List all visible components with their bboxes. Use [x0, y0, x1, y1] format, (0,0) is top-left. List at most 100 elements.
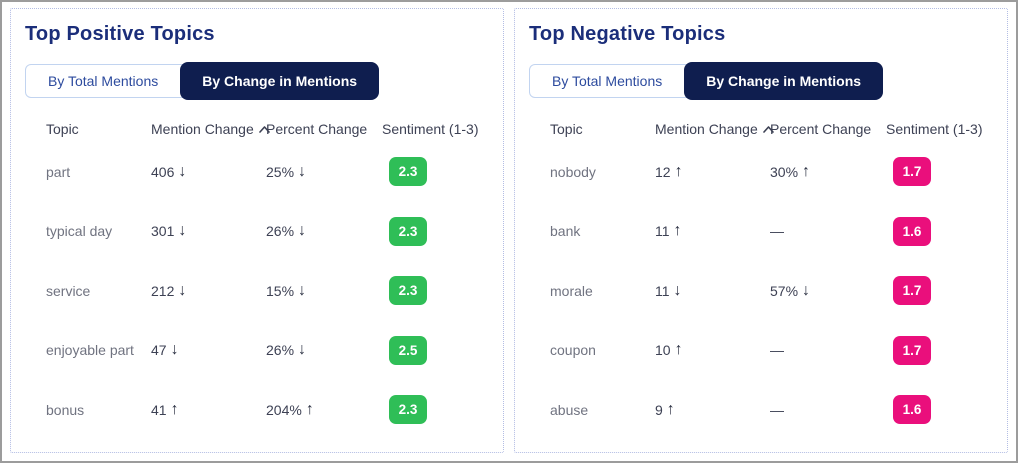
arrow-up-icon: ↑ [305, 400, 314, 418]
mention-change-cell: 41 ↑ [151, 400, 179, 418]
sentiment-cell: 1.7 [886, 335, 983, 365]
arrow-down-icon: ↓ [178, 281, 187, 299]
arrow-up-icon: ↑ [673, 222, 682, 240]
table-header-row: Topic Mention Change Percent Change Sent… [46, 116, 479, 142]
topic-cell: typical day [46, 223, 113, 240]
column-header-topic: Topic [550, 121, 583, 137]
arrow-up-icon: ↑ [674, 162, 683, 180]
percent-change-cell: — [770, 401, 784, 418]
mentions-tab-group: By Total Mentions By Change in Mentions [25, 62, 380, 100]
topic-cell: nobody [550, 163, 596, 180]
table-row: part 406 ↓ 25% ↓ 2.3 [46, 142, 479, 202]
column-header-mention-change[interactable]: Mention Change [655, 120, 774, 138]
sentiment-badge: 1.6 [893, 395, 931, 425]
column-header-sentiment: Sentiment (1-3) [886, 121, 983, 137]
sentiment-badge: 1.7 [893, 335, 931, 365]
arrow-down-icon: ↓ [673, 281, 682, 299]
percent-change-cell: 15% ↓ [266, 281, 307, 299]
arrow-down-icon: ↓ [298, 162, 307, 180]
sentiment-cell: 1.7 [886, 157, 983, 187]
topic-cell: morale [550, 282, 593, 299]
sentiment-badge: 1.7 [893, 157, 931, 187]
negative-topics-panel: Top Negative Topics By Total Mentions By … [514, 8, 1008, 453]
sentiment-badge: 1.6 [893, 216, 931, 246]
positive-topics-panel: Top Positive Topics By Total Mentions By … [10, 8, 504, 453]
mentions-tab-group: By Total Mentions By Change in Mentions [529, 62, 884, 100]
sentiment-badge: 2.5 [389, 335, 427, 365]
negative-topics-table: Topic Mention Change Percent Change Sent… [529, 116, 993, 440]
sentiment-badge: 1.7 [893, 276, 931, 306]
table-row: enjoyable part 47 ↓ 26% ↓ 2.5 [46, 321, 479, 381]
page-title: Top Negative Topics [529, 23, 726, 45]
table-row: coupon 10 ↑ — 1.7 [550, 321, 983, 381]
mention-change-cell: 12 ↑ [655, 162, 683, 180]
sentiment-cell: 2.3 [382, 157, 479, 187]
arrow-down-icon: ↓ [178, 222, 187, 240]
percent-change-cell: — [770, 223, 784, 240]
column-header-mention-change[interactable]: Mention Change [151, 120, 270, 138]
table-row: nobody 12 ↑ 30% ↑ 1.7 [550, 142, 983, 202]
arrow-up-icon: ↑ [170, 400, 179, 418]
mention-change-cell: 11 ↓ [655, 281, 682, 299]
sentiment-badge: 2.3 [389, 216, 427, 246]
arrow-down-icon: ↓ [170, 341, 179, 359]
topic-cell: enjoyable part [46, 342, 134, 359]
topic-cell: bonus [46, 401, 85, 418]
arrow-down-icon: ↓ [802, 281, 811, 299]
table-row: morale 11 ↓ 57% ↓ 1.7 [550, 261, 983, 321]
sentiment-badge: 2.3 [389, 276, 427, 306]
topic-cell: service [46, 282, 91, 299]
topic-cell: bank [550, 223, 581, 240]
table-body: part 406 ↓ 25% ↓ 2.3 typical day 301 ↓ 26% ↓ 2.3 ser… [46, 142, 479, 440]
sort-caret-icon [258, 122, 271, 138]
tab-by-total-mentions[interactable]: By Total Mentions [530, 64, 684, 98]
arrow-down-icon: ↓ [298, 341, 307, 359]
column-header-sentiment: Sentiment (1-3) [382, 121, 479, 137]
sentiment-cell: 1.7 [886, 276, 983, 306]
positive-topics-table: Topic Mention Change Percent Change Sent… [25, 116, 489, 440]
arrow-up-icon: ↑ [674, 341, 683, 359]
mention-change-cell: 212 ↓ [151, 281, 187, 299]
topic-cell: part [46, 163, 71, 180]
tab-by-change-in-mentions[interactable]: By Change in Mentions [684, 62, 884, 100]
topic-cell: coupon [550, 342, 596, 359]
percent-change-cell: 25% ↓ [266, 162, 307, 180]
table-body: nobody 12 ↑ 30% ↑ 1.7 bank 11 ↑ — 1.6 morale 11 ↓ 57% ↓… [550, 142, 983, 440]
arrow-down-icon: ↓ [298, 281, 307, 299]
column-header-percent-change: Percent Change [266, 121, 368, 137]
sentiment-badge: 2.3 [389, 157, 427, 187]
mention-change-cell: 9 ↑ [655, 400, 675, 418]
sentiment-badge: 2.3 [389, 395, 427, 425]
mention-change-cell: 301 ↓ [151, 222, 187, 240]
sort-caret-icon [762, 122, 775, 138]
column-header-percent-change: Percent Change [770, 121, 872, 137]
arrow-down-icon: ↓ [298, 222, 307, 240]
percent-change-cell: 26% ↓ [266, 222, 307, 240]
sentiment-cell: 2.3 [382, 216, 479, 246]
percent-change-cell: 26% ↓ [266, 341, 307, 359]
table-row: abuse 9 ↑ — 1.6 [550, 380, 983, 440]
tab-by-change-in-mentions[interactable]: By Change in Mentions [180, 62, 380, 100]
mention-change-cell: 10 ↑ [655, 341, 683, 359]
table-row: bank 11 ↑ — 1.6 [550, 202, 983, 262]
percent-change-cell: 204% ↑ [266, 400, 314, 418]
sentiment-cell: 1.6 [886, 216, 983, 246]
tab-by-total-mentions[interactable]: By Total Mentions [26, 64, 180, 98]
mention-change-cell: 47 ↓ [151, 341, 179, 359]
sentiment-cell: 2.3 [382, 395, 479, 425]
sentiment-cell: 2.5 [382, 335, 479, 365]
topic-cell: abuse [550, 401, 589, 418]
sentiment-cell: 1.6 [886, 395, 983, 425]
arrow-down-icon: ↓ [178, 162, 187, 180]
mention-change-cell: 406 ↓ [151, 162, 187, 180]
percent-change-cell: — [770, 342, 784, 359]
mention-change-cell: 11 ↑ [655, 222, 682, 240]
arrow-up-icon: ↑ [802, 162, 811, 180]
arrow-up-icon: ↑ [666, 400, 675, 418]
table-row: bonus 41 ↑ 204% ↑ 2.3 [46, 380, 479, 440]
percent-change-cell: 57% ↓ [770, 281, 811, 299]
table-header-row: Topic Mention Change Percent Change Sent… [550, 116, 983, 142]
table-row: typical day 301 ↓ 26% ↓ 2.3 [46, 202, 479, 262]
percent-change-cell: 30% ↑ [770, 162, 811, 180]
